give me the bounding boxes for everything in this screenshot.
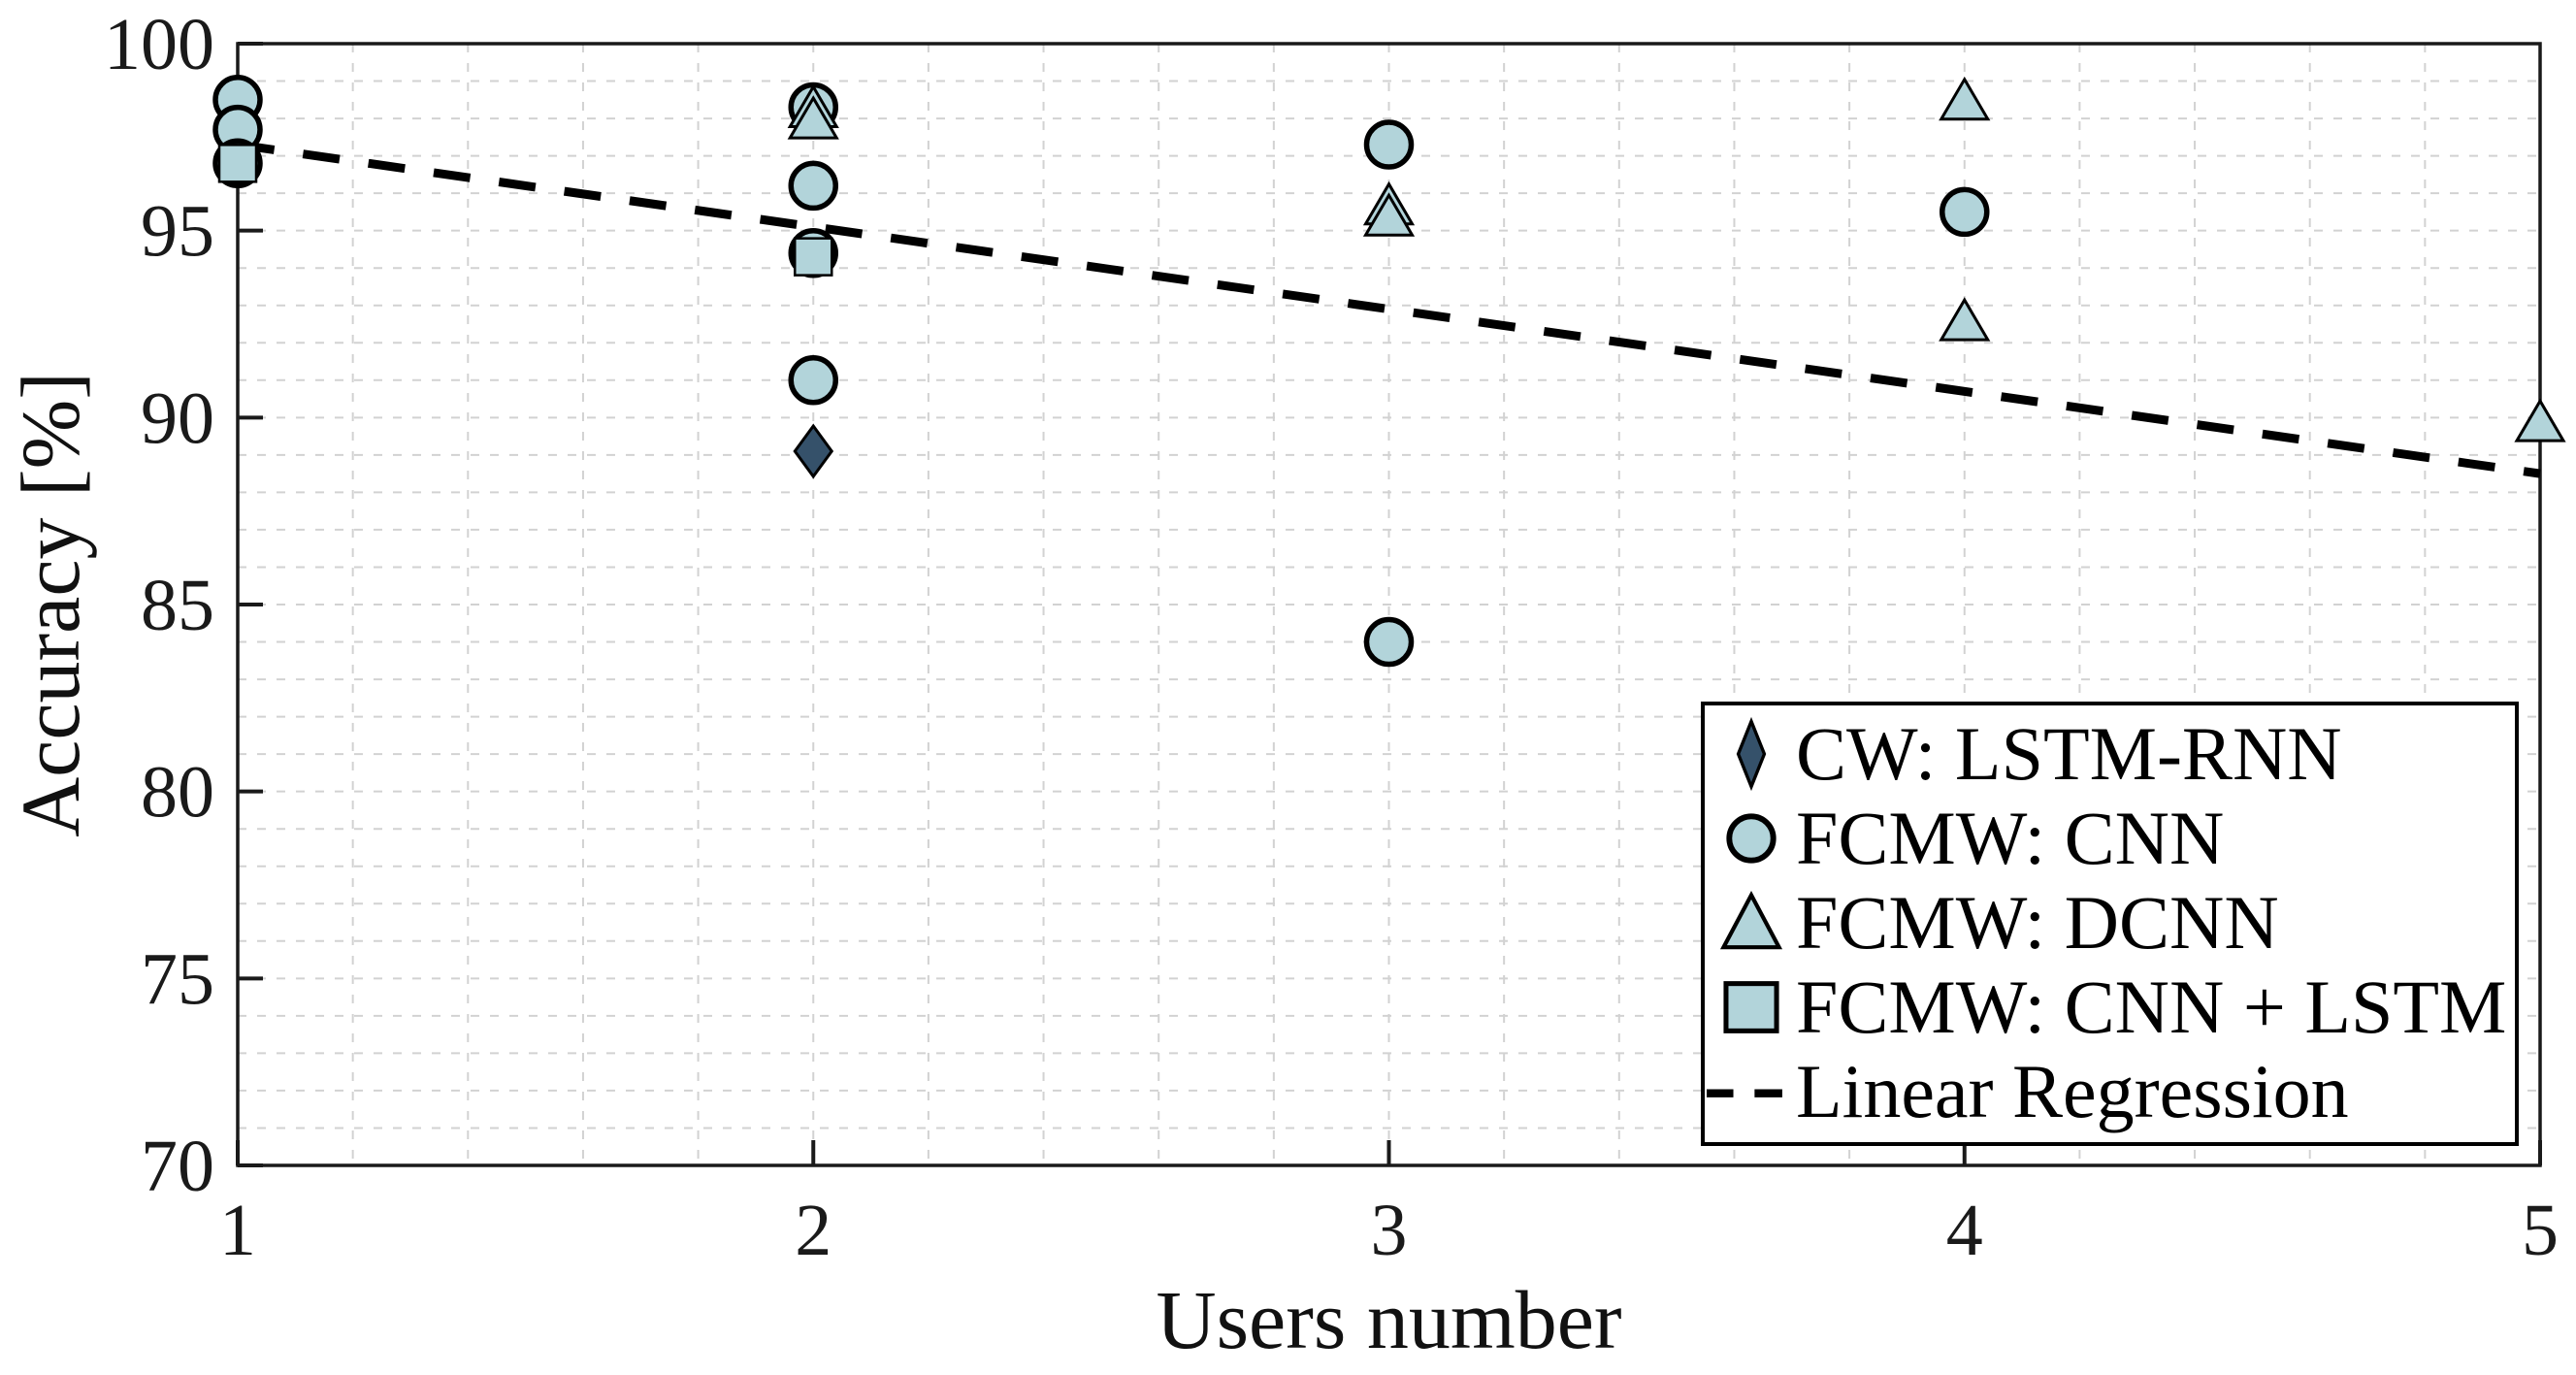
legend-label: FCMW: CNN (1796, 796, 2225, 880)
legend-item-cw-lstm-rnn: CW: LSTM-RNN (1707, 713, 2511, 795)
x-tick-label: 1 (219, 1190, 256, 1271)
legend-item-linear-regression: Linear Regression (1707, 1051, 2511, 1132)
legend-marker-shape (1726, 813, 1777, 864)
marker-fcmw-dcnn (2514, 398, 2566, 442)
x-tick-label: 5 (2522, 1190, 2559, 1271)
y-tick-label: 80 (141, 752, 214, 834)
legend-item-fcmw-dcnn: FCMW: DCNN (1707, 882, 2511, 964)
x-tick-label: 3 (1371, 1190, 1408, 1271)
legend-marker-shape (1719, 890, 1783, 950)
y-tick-label: 75 (141, 938, 214, 1020)
marker-fcmw-cnn-lstm (217, 144, 258, 183)
legend-label: Linear Regression (1796, 1049, 2349, 1133)
legend-marker-shape (1723, 981, 1779, 1033)
marker-cw-lstm-rnn (793, 423, 834, 479)
marker-fcmw-dcnn (1939, 76, 1991, 121)
y-tick-label: 90 (141, 377, 214, 459)
marker-fcmw-dcnn (787, 95, 839, 140)
legend-label: FCMW: DCNN (1796, 880, 2279, 965)
marker-fcmw-dcnn (1939, 297, 1991, 342)
legend-triangle-icon (1719, 890, 1783, 950)
legend-square-icon (1723, 981, 1779, 1033)
marker-fcmw-cnn (788, 160, 838, 212)
y-tick-label: 95 (141, 191, 214, 273)
marker-fcmw-cnn-lstm (794, 237, 833, 277)
x-axis-label: Users number (1156, 1273, 1622, 1366)
legend-dash-icon (1707, 1089, 1796, 1097)
x-tick-label: 4 (1946, 1190, 1983, 1271)
marker-fcmw-cnn (1940, 186, 1990, 238)
legend-diamond-icon (1736, 716, 1767, 792)
marker-fcmw-dcnn (1362, 192, 1416, 237)
legend: CW: LSTM-RNN FCMW: CNN FCMW: DCNN FCMW: CNN… (1701, 702, 2519, 1146)
legend-item-fcmw-cnn: FCMW: CNN (1707, 798, 2511, 879)
legend-marker-shape (1736, 716, 1767, 792)
x-tick-label: 2 (795, 1190, 831, 1271)
legend-label: FCMW: CNN + LSTM (1796, 965, 2507, 1049)
marker-fcmw-cnn (1363, 616, 1415, 668)
legend-item-fcmw-cnn-lstm: FCMW: CNN + LSTM (1707, 966, 2511, 1048)
y-tick-label: 100 (104, 4, 214, 85)
marker-fcmw-cnn (788, 355, 838, 406)
y-tick-label: 70 (141, 1126, 214, 1207)
regression-line (237, 140, 2541, 478)
legend-circle-icon (1726, 813, 1777, 864)
legend-label: CW: LSTM-RNN (1796, 711, 2342, 796)
y-axis-label: Accuracy [%] (4, 372, 97, 837)
marker-fcmw-cnn (1363, 119, 1415, 170)
y-tick-label: 85 (141, 565, 214, 646)
